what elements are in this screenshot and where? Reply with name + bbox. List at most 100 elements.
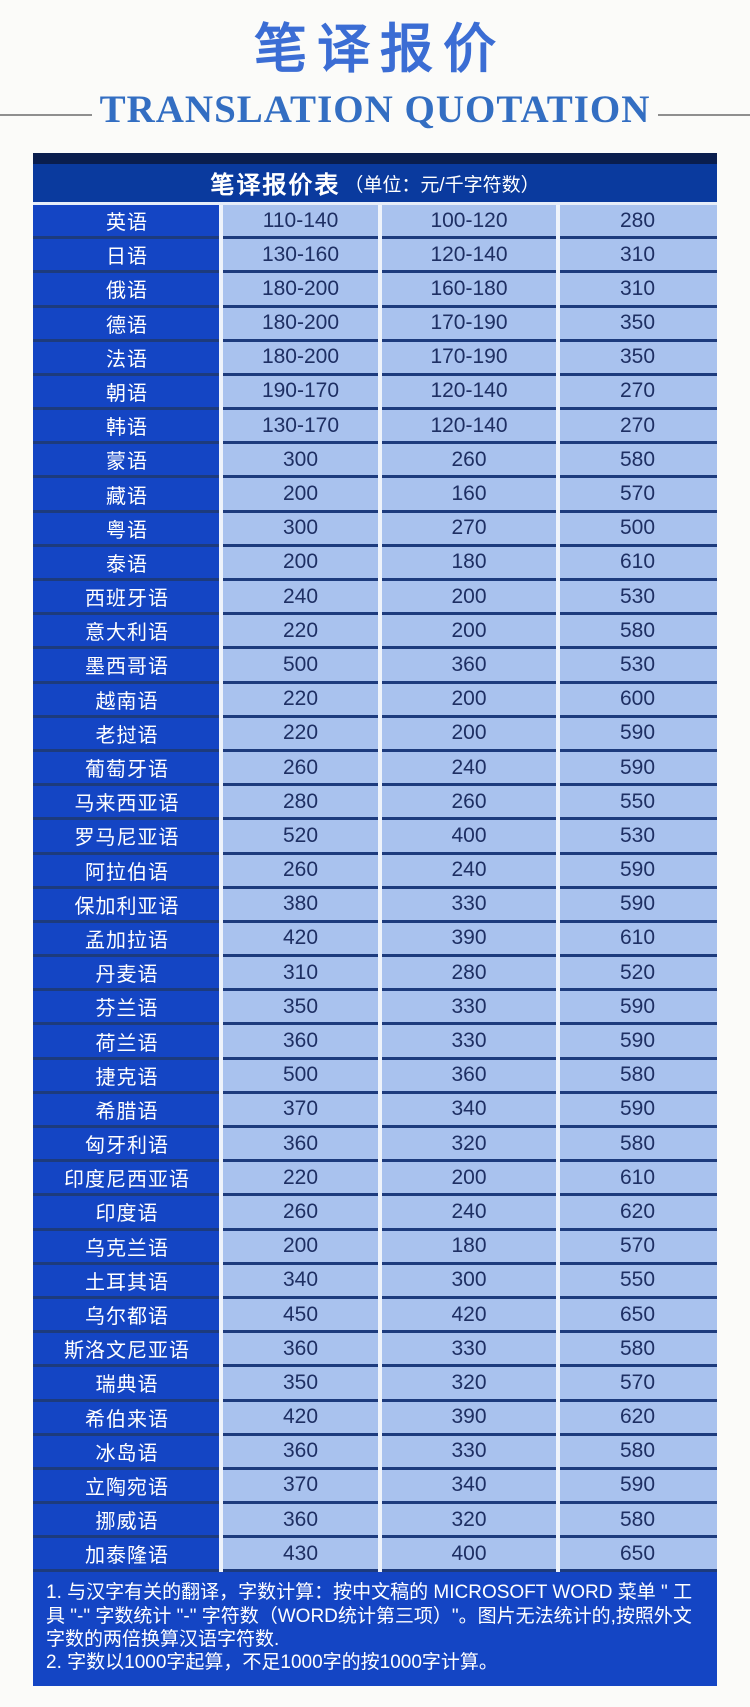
language-cell: 土耳其语 bbox=[33, 1264, 221, 1296]
language-cell: 乌克兰语 bbox=[33, 1230, 221, 1262]
language-cell: 瑞典语 bbox=[33, 1367, 221, 1399]
price-cell: 160 bbox=[380, 478, 558, 510]
table-row: 乌克兰语 200 180 570 bbox=[33, 1230, 717, 1265]
page-subtitle: TRANSLATION QUOTATION bbox=[99, 88, 651, 132]
table-row: 法语 180-200 170-190 350 bbox=[33, 341, 717, 376]
table-row: 印度尼西亚语 220 200 610 bbox=[33, 1162, 717, 1197]
table-row: 冰岛语 360 330 580 bbox=[33, 1435, 717, 1470]
price-cell: 500 bbox=[221, 649, 380, 681]
table-row: 斯洛文尼亚语 360 330 580 bbox=[33, 1333, 717, 1368]
price-cell: 420 bbox=[221, 922, 380, 955]
language-cell: 挪威语 bbox=[33, 1504, 221, 1536]
language-cell: 立陶宛语 bbox=[33, 1469, 221, 1502]
price-cell: 200 bbox=[221, 1230, 380, 1262]
table-unit-label: （单位：元/千字符数） bbox=[344, 175, 540, 197]
price-cell: 120-140 bbox=[380, 410, 558, 442]
price-cell: 340 bbox=[380, 1093, 558, 1125]
price-cell: 100-120 bbox=[380, 204, 558, 237]
price-cell: 310 bbox=[558, 239, 717, 271]
price-cell: 240 bbox=[380, 854, 558, 886]
table-row: 加泰隆语 430 400 650 bbox=[33, 1538, 717, 1573]
price-cell: 300 bbox=[221, 512, 380, 544]
price-cell: 350 bbox=[558, 341, 717, 373]
subtitle-row: TRANSLATION QUOTATION bbox=[0, 87, 750, 133]
column-divider bbox=[378, 204, 382, 1573]
price-cell: 500 bbox=[221, 1059, 380, 1091]
price-cell: 590 bbox=[558, 717, 717, 749]
language-cell: 韩语 bbox=[33, 410, 221, 442]
price-cell: 340 bbox=[380, 1469, 558, 1502]
price-cell: 580 bbox=[558, 1059, 717, 1091]
note-item: 2. 字数以1000字起算，不足1000字的按1000字计算。 bbox=[46, 1651, 498, 1673]
price-cell: 420 bbox=[380, 1298, 558, 1331]
table-row: 日语 130-160 120-140 310 bbox=[33, 239, 717, 274]
price-cell: 550 bbox=[558, 1264, 717, 1296]
table-row: 越南语 220 200 600 bbox=[33, 683, 717, 718]
table-row: 丹麦语 310 280 520 bbox=[33, 957, 717, 992]
language-cell: 丹麦语 bbox=[33, 957, 221, 989]
table-row: 立陶宛语 370 340 590 bbox=[33, 1469, 717, 1505]
price-cell: 360 bbox=[380, 649, 558, 681]
table-row: 老挝语 220 200 590 bbox=[33, 717, 717, 752]
table-row: 蒙语 300 260 580 bbox=[33, 444, 717, 479]
price-cell: 240 bbox=[380, 1196, 558, 1228]
language-cell: 罗马尼亚语 bbox=[33, 820, 221, 852]
language-cell: 泰语 bbox=[33, 546, 221, 578]
price-cell: 220 bbox=[221, 717, 380, 749]
table-row: 匈牙利语 360 320 580 bbox=[33, 1128, 717, 1163]
price-cell: 320 bbox=[380, 1367, 558, 1399]
price-cell: 330 bbox=[380, 888, 558, 920]
language-cell: 墨西哥语 bbox=[33, 649, 221, 681]
language-cell: 斯洛文尼亚语 bbox=[33, 1333, 221, 1365]
price-cell: 590 bbox=[558, 751, 717, 784]
price-cell: 180-200 bbox=[221, 341, 380, 373]
language-cell: 孟加拉语 bbox=[33, 922, 221, 955]
price-cell: 180 bbox=[380, 1230, 558, 1262]
price-cell: 550 bbox=[558, 786, 717, 818]
price-cell: 570 bbox=[558, 1367, 717, 1399]
price-cell: 420 bbox=[221, 1401, 380, 1433]
table-row: 德语 180-200 170-190 350 bbox=[33, 307, 717, 342]
price-cell: 360 bbox=[221, 1333, 380, 1365]
price-cell: 580 bbox=[558, 1333, 717, 1365]
price-cell: 570 bbox=[558, 478, 717, 510]
price-cell: 600 bbox=[558, 683, 717, 715]
quotation-table: 笔译报价表 （单位：元/千字符数） 英语 110-140 100-120 280 日语 1… bbox=[33, 152, 717, 1687]
table-row: 希腊语 370 340 590 bbox=[33, 1093, 717, 1128]
price-cell: 270 bbox=[380, 512, 558, 544]
table-row: 韩语 130-170 120-140 270 bbox=[33, 410, 717, 445]
price-cell: 280 bbox=[221, 786, 380, 818]
price-cell: 500 bbox=[558, 512, 717, 544]
language-cell: 蒙语 bbox=[33, 444, 221, 476]
price-cell: 370 bbox=[221, 1469, 380, 1502]
price-cell: 260 bbox=[221, 751, 380, 784]
price-cell: 130-170 bbox=[221, 410, 380, 442]
price-cell: 260 bbox=[380, 786, 558, 818]
price-cell: 360 bbox=[221, 1128, 380, 1160]
table-row: 瑞典语 350 320 570 bbox=[33, 1367, 717, 1402]
price-cell: 520 bbox=[558, 957, 717, 989]
price-cell: 200 bbox=[380, 581, 558, 613]
language-cell: 意大利语 bbox=[33, 615, 221, 647]
language-cell: 老挝语 bbox=[33, 717, 221, 749]
price-cell: 200 bbox=[380, 683, 558, 715]
price-cell: 190-170 bbox=[221, 375, 380, 408]
price-cell: 610 bbox=[558, 922, 717, 955]
language-cell: 印度语 bbox=[33, 1196, 221, 1228]
language-cell: 乌尔都语 bbox=[33, 1298, 221, 1331]
language-cell: 马来西亚语 bbox=[33, 786, 221, 818]
price-cell: 400 bbox=[380, 1538, 558, 1570]
price-cell: 590 bbox=[558, 1469, 717, 1502]
price-cell: 620 bbox=[558, 1401, 717, 1433]
price-cell: 610 bbox=[558, 546, 717, 578]
language-cell: 印度尼西亚语 bbox=[33, 1162, 221, 1194]
table-row: 芬兰语 350 330 590 bbox=[33, 991, 717, 1026]
table-title: 笔译报价表 bbox=[210, 172, 341, 200]
price-cell: 530 bbox=[558, 820, 717, 852]
table-row: 捷克语 500 360 580 bbox=[33, 1059, 717, 1094]
price-cell: 270 bbox=[558, 410, 717, 442]
price-cell: 360 bbox=[221, 1504, 380, 1536]
price-cell: 360 bbox=[380, 1059, 558, 1091]
price-cell: 620 bbox=[558, 1196, 717, 1228]
language-cell: 匈牙利语 bbox=[33, 1128, 221, 1160]
